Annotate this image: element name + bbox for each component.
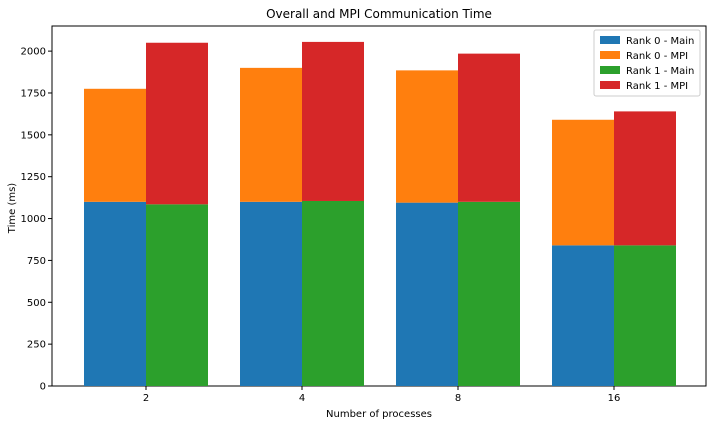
legend-swatch-0	[600, 36, 620, 44]
x-axis-label: Number of processes	[326, 409, 432, 420]
bar-rank-0-mpi-16	[552, 119, 614, 246]
y-tick-label-250: 250	[27, 340, 46, 351]
legend-label-2: Rank 1 - Main	[626, 66, 694, 77]
bar-rank-1-mpi-4	[302, 41, 364, 201]
x-tick-label-16: 16	[608, 393, 621, 404]
x-tick-label-4: 4	[299, 393, 305, 404]
bar-rank-0-mpi-2	[84, 88, 146, 202]
bar-rank-1-mpi-16	[614, 111, 676, 246]
legend-swatch-1	[600, 51, 620, 59]
y-tick-label-500: 500	[27, 298, 46, 309]
bar-rank-1-main-8	[458, 201, 520, 386]
bar-rank-0-main-4	[240, 201, 302, 386]
bar-rank-0-main-2	[84, 201, 146, 386]
bar-rank-0-main-8	[396, 202, 458, 386]
bar-rank-0-mpi-8	[396, 70, 458, 203]
legend-label-3: Rank 1 - MPI	[626, 81, 688, 92]
legend-box	[593, 29, 701, 97]
bars-group	[84, 41, 676, 386]
legend-label-1: Rank 0 - MPI	[626, 51, 688, 62]
legend-swatch-2	[600, 66, 620, 74]
x-axis: 2 4 8 16	[143, 386, 621, 404]
y-tick-label-1750: 1750	[21, 88, 46, 99]
y-tick-label-1000: 1000	[21, 214, 46, 225]
y-tick-label-1500: 1500	[21, 130, 46, 141]
legend-swatch-3	[600, 81, 620, 89]
y-tick-label-1250: 1250	[21, 172, 46, 183]
y-tick-label-750: 750	[27, 256, 46, 267]
y-tick-label-0: 0	[40, 382, 46, 393]
x-tick-label-8: 8	[455, 393, 461, 404]
y-axis-label: Time (ms)	[7, 183, 18, 235]
bar-rank-1-main-4	[302, 200, 364, 386]
x-tick-label-2: 2	[143, 393, 149, 404]
bar-rank-1-main-2	[146, 204, 208, 386]
bar-rank-1-mpi-8	[458, 53, 520, 202]
bar-rank-0-main-16	[552, 245, 614, 386]
chart-title: Overall and MPI Communication Time	[266, 7, 492, 21]
bar-rank-1-main-16	[614, 245, 676, 386]
y-tick-label-2000: 2000	[21, 47, 46, 58]
legend-label-0: Rank 0 - Main	[626, 36, 694, 47]
legend: Rank 0 - Main Rank 0 - MPI Rank 1 - Main Ra…	[593, 29, 701, 97]
y-axis: 0 250 500 750 1000 1250 1500 1750 2000	[21, 47, 52, 393]
bar-rank-0-mpi-4	[240, 67, 302, 202]
bar-rank-1-mpi-2	[146, 42, 208, 205]
